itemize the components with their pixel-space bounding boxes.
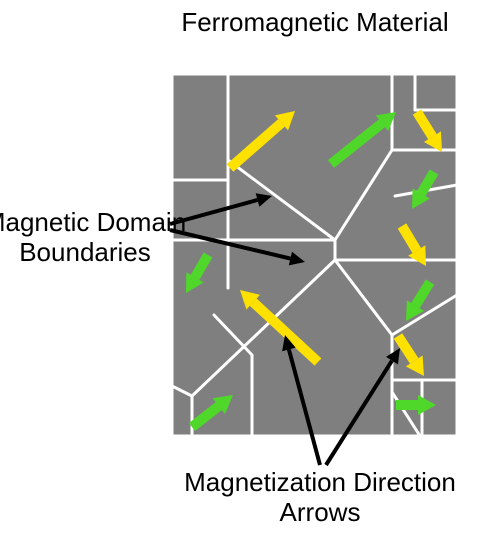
domain-boundaries-label: Magnetic Domain Boundaries: [0, 208, 225, 268]
ferromagnetic-domain-diagram: { "canvas": { "width": 500, "height": 54…: [0, 0, 500, 541]
title-label: Ferromagnetic Material: [175, 8, 455, 38]
magnetization-arrows-label: Magnetization Direction Arrows: [180, 468, 460, 528]
diagram-svg: [0, 0, 500, 541]
